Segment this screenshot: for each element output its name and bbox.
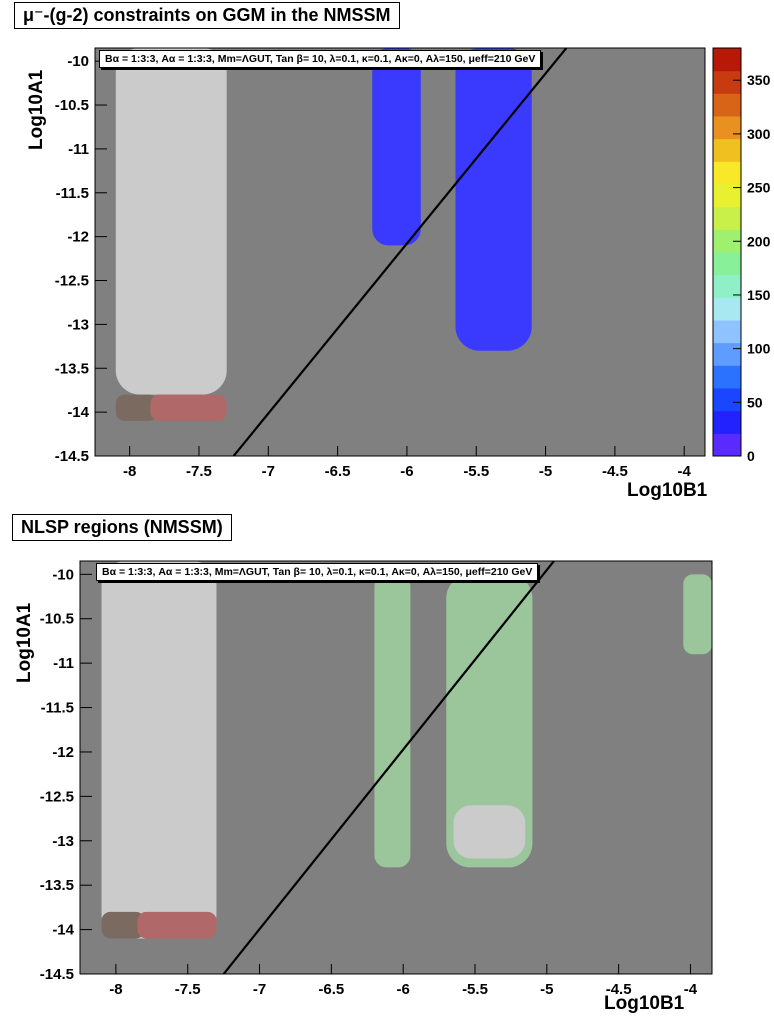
region-excluded — [101, 561, 217, 939]
top-x-axis-title: Log10B1 — [627, 480, 708, 501]
x-tick-label: -7 — [253, 981, 266, 998]
x-tick-label: -5 — [539, 463, 552, 480]
colorbar-swatch — [713, 410, 741, 434]
colorbar-tick-label: 350 — [747, 72, 771, 88]
y-tick-label: -12 — [52, 744, 74, 761]
bottom-x-axis-title: Log10B1 — [604, 993, 685, 1014]
y-tick-label: -13 — [52, 833, 74, 850]
y-tick-label: -10.5 — [55, 97, 89, 114]
bottom-plot: -8 -7.5 -7 -6.5 -6 -5.5 -5 -4.5 -4 -10 -10.5 -11 -11… — [40, 560, 713, 998]
colorbar-swatch — [713, 138, 741, 162]
y-tick-label: -13.5 — [55, 360, 89, 377]
y-tick-label: -12.5 — [40, 788, 74, 805]
diagonal-line — [222, 561, 555, 974]
y-tick-label: -11.5 — [56, 185, 89, 202]
colorbar-swatch — [713, 388, 741, 412]
region-blue — [455, 48, 532, 351]
x-tick-label: -6 — [397, 981, 410, 998]
x-tick-label: -4.5 — [602, 463, 628, 480]
colorbar-frame — [712, 47, 742, 457]
y-tick-label: -12 — [67, 229, 89, 246]
region-brown — [101, 911, 145, 939]
y-tick-label: -11 — [53, 655, 74, 672]
colorbar-swatch — [713, 365, 741, 389]
x-tick-label: -6 — [400, 463, 413, 480]
bottom-panel-title: NLSP regions (NMSSM) — [12, 514, 232, 541]
y-tick-label: -14.5 — [55, 448, 89, 465]
region-brown — [115, 394, 158, 421]
y-tick-label: -10 — [52, 566, 74, 583]
region-green — [683, 574, 712, 655]
x-tick-label: -7.5 — [175, 981, 201, 998]
colorbar-tick-label: 200 — [747, 233, 771, 249]
colorbar-swatch — [713, 433, 741, 457]
data-regions — [115, 48, 568, 456]
colorbar-tick-label: 100 — [747, 341, 771, 357]
colorbar-swatch — [713, 184, 741, 208]
colorbar-swatch — [713, 342, 741, 366]
y-tick-label: -10 — [67, 53, 89, 70]
colorbar-swatch — [713, 48, 741, 72]
y-tick-label: -13 — [67, 316, 89, 333]
region-green — [446, 574, 533, 868]
y-tick-label: -11.5 — [41, 700, 74, 717]
diagonal-line — [232, 48, 568, 456]
plot-frame — [94, 47, 706, 457]
region-excluded — [453, 805, 526, 859]
y-tick-label: -14 — [67, 404, 89, 421]
x-tick-label: -8 — [123, 463, 136, 480]
region-excluded — [115, 48, 227, 395]
colorbar-swatch — [713, 252, 741, 276]
plot-frame — [79, 560, 713, 975]
x-tick-label: -7.5 — [186, 463, 212, 480]
colorbar-tick-label: 250 — [747, 180, 771, 196]
colorbar: 0 50 100 150 200 250 300 350 — [712, 47, 771, 464]
region-green — [374, 574, 411, 868]
region-blue — [372, 48, 421, 246]
colorbar-tick-label: 300 — [747, 126, 771, 142]
y-tick-label: -11 — [68, 141, 89, 158]
x-tick-label: -6.5 — [325, 463, 351, 480]
bottom-params-box: Bα = 1:3:3, Aα = 1:3:3, Mm=ΛGUT, Tan β= … — [96, 563, 539, 581]
y-tick-label: -14 — [52, 922, 74, 939]
x-tick-label: -4 — [684, 981, 698, 998]
x-tick-label: -5 — [540, 981, 553, 998]
colorbar-swatch — [713, 320, 741, 344]
y-tick-label: -13.5 — [40, 877, 74, 894]
x-tick-label: -7 — [262, 463, 275, 480]
colorbar-swatch — [713, 116, 741, 140]
y-tick-label: -14.5 — [40, 966, 74, 983]
x-tick-label: -4 — [678, 463, 692, 480]
x-tick-label: -4.5 — [606, 981, 632, 998]
colorbar-tick-label: 150 — [747, 287, 771, 303]
colorbar-swatch — [713, 93, 741, 117]
top-params-box: Bα = 1:3:3, Aα = 1:3:3, Mm=ΛGUT, Tan β= … — [99, 50, 542, 68]
colorbar-swatch — [713, 229, 741, 253]
y-tick-label: -10.5 — [40, 611, 74, 628]
colorbar-swatch — [713, 161, 741, 185]
colorbar-tick-label: 0 — [747, 448, 755, 464]
colorbar-swatch — [713, 70, 741, 94]
region-rose — [137, 911, 217, 939]
y-tick-label: -12.5 — [55, 273, 89, 290]
colorbar-swatch — [713, 274, 741, 298]
colorbar-tick-label: 50 — [747, 394, 763, 410]
x-tick-label: -5.5 — [463, 463, 489, 480]
data-regions — [101, 561, 712, 974]
region-rose — [150, 394, 227, 421]
x-tick-label: -8 — [109, 981, 122, 998]
x-tick-label: -6.5 — [318, 981, 344, 998]
colorbar-swatch — [713, 297, 741, 321]
x-tick-label: -5.5 — [462, 981, 488, 998]
top-plot: -8 -7.5 -7 -6.5 -6 -5.5 -5 -4.5 -4 -10 -10.5 -11 -11… — [55, 47, 771, 480]
top-panel-title: μ⁻-(g-2) constraints on GGM in the NMSSM — [14, 2, 400, 29]
colorbar-swatch — [713, 206, 741, 230]
